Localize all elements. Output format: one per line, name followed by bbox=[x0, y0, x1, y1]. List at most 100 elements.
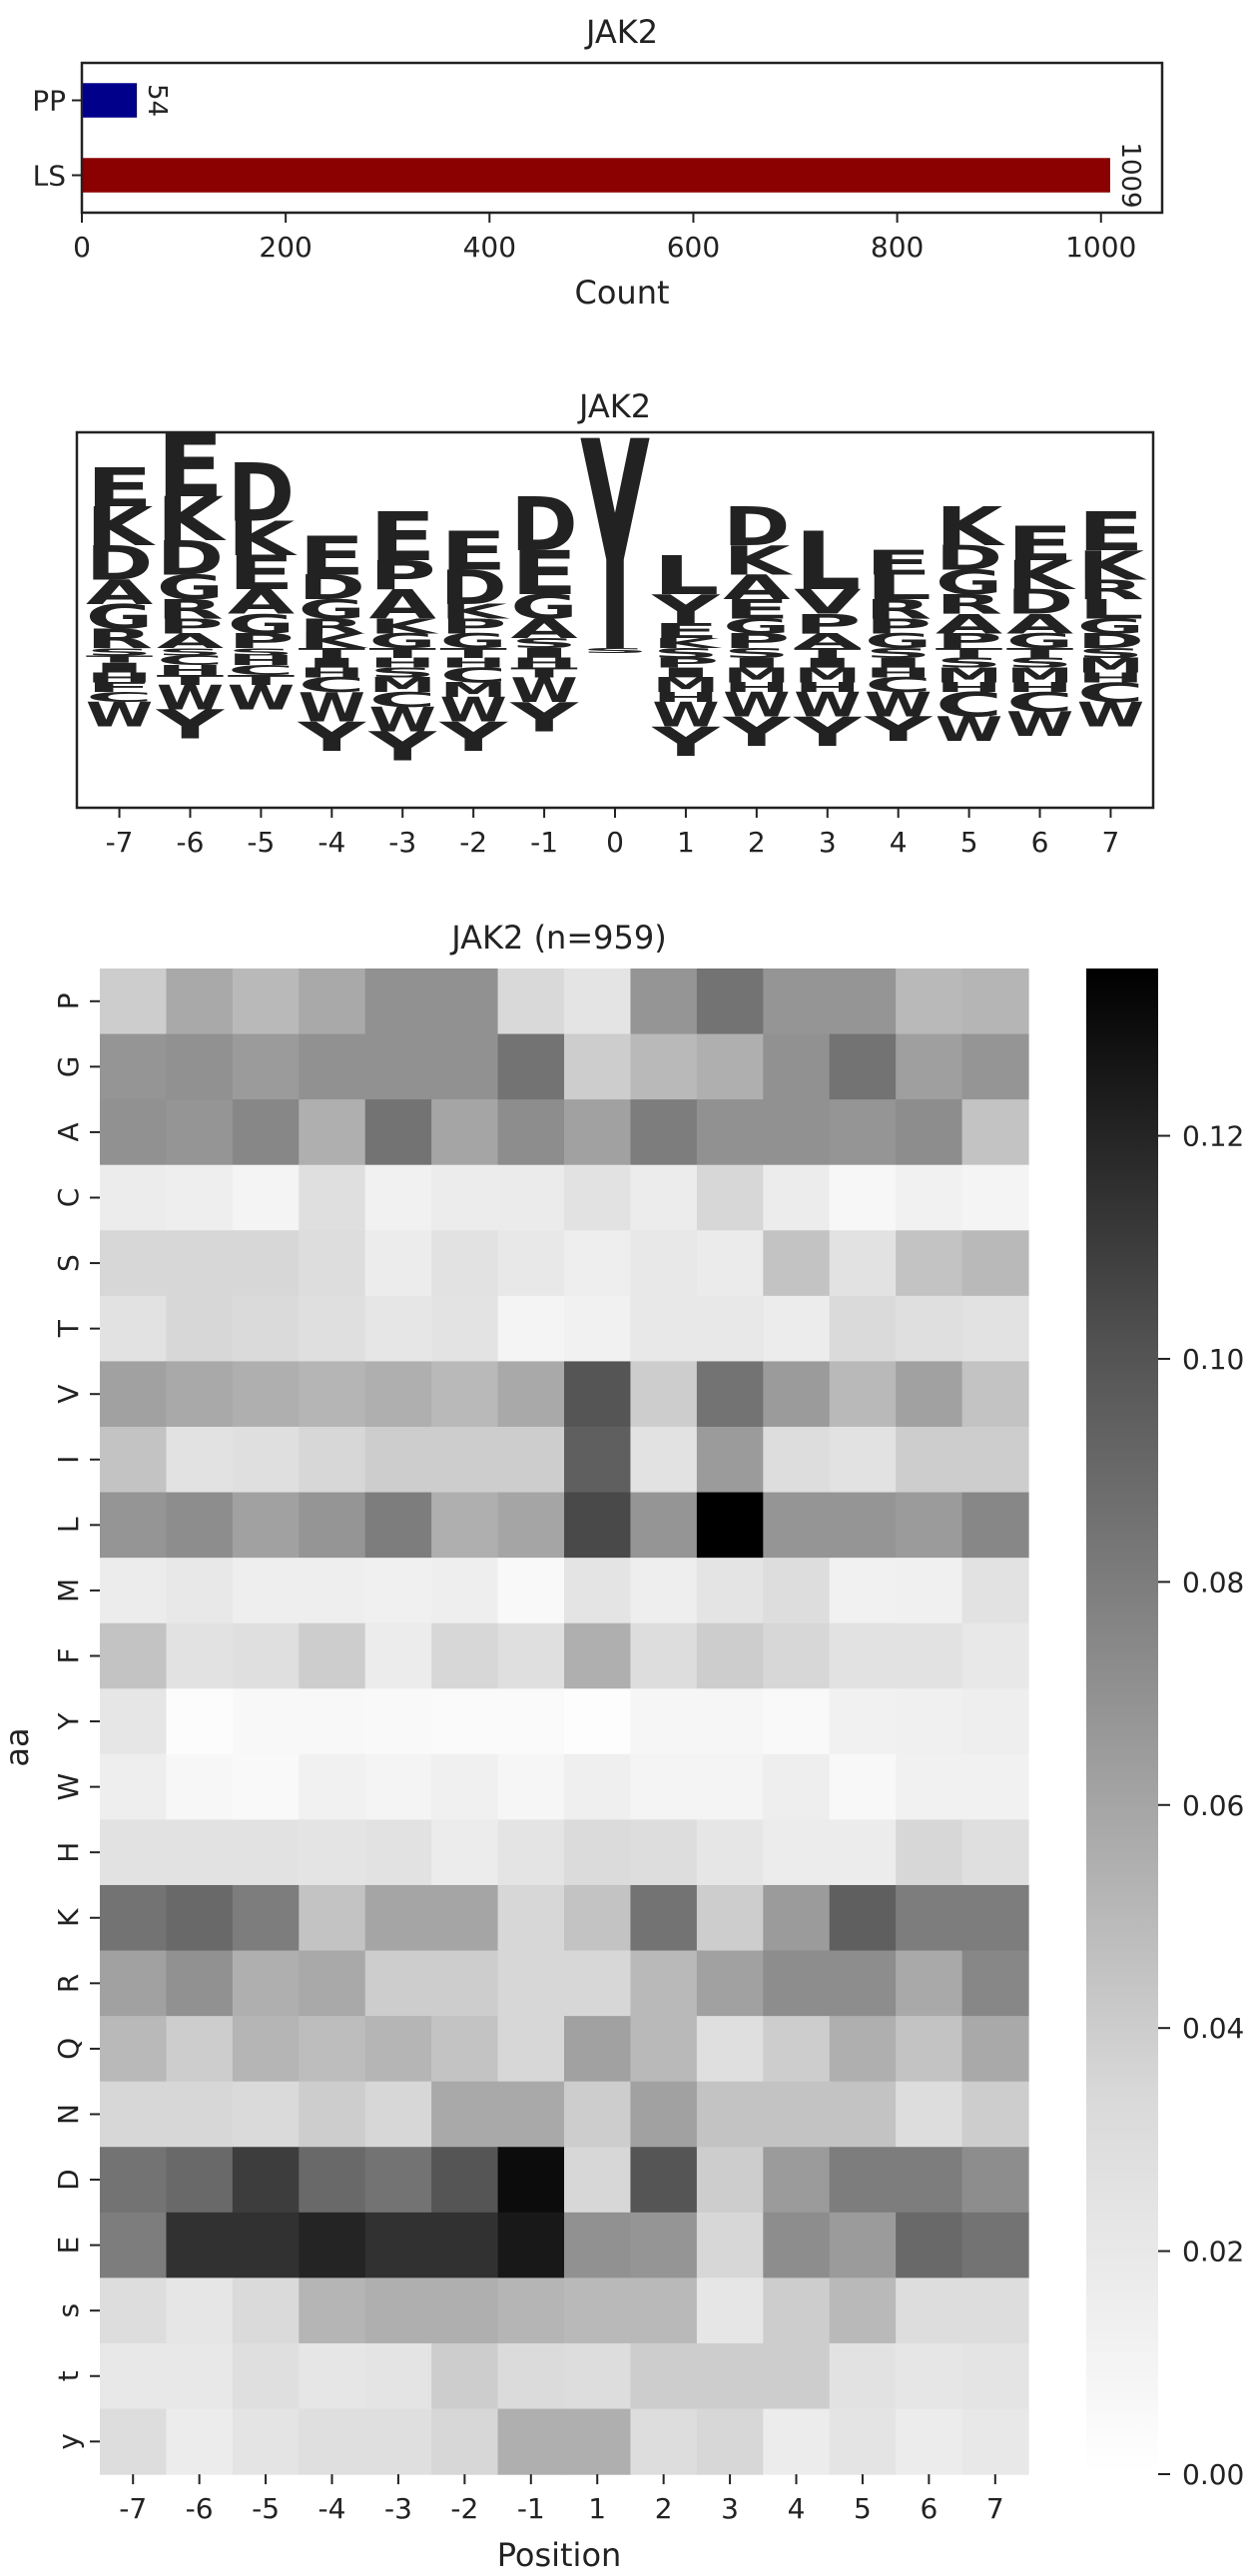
heatmap-cell-K--1 bbox=[497, 1884, 565, 1952]
heatmap-y-tick-label: T bbox=[52, 1319, 85, 1338]
heatmap-cell-H--7 bbox=[100, 1819, 168, 1886]
heatmap-cell-Y--3 bbox=[364, 1688, 432, 1755]
logo-letter-glyph: S bbox=[228, 646, 295, 658]
heatmap-cell-C--4 bbox=[299, 1164, 366, 1231]
logo-letter-glyph: T bbox=[1006, 645, 1074, 661]
logo-letter-glyph: Y bbox=[580, 381, 650, 716]
heatmap-cell-y--6 bbox=[166, 2408, 234, 2475]
heatmap-cell-G--5 bbox=[232, 1033, 300, 1100]
logo-letter-L: L bbox=[865, 568, 932, 607]
heatmap-cell-Y-6 bbox=[896, 1688, 963, 1755]
logo-letter-glyph: S bbox=[1077, 645, 1144, 661]
logo-letter-glyph: E bbox=[652, 620, 719, 643]
logo-letter-glyph: G bbox=[299, 594, 365, 625]
logo-letter-glyph: A bbox=[936, 609, 1003, 640]
heatmap-cell-S--1 bbox=[497, 1230, 565, 1297]
heatmap-cell-y-2 bbox=[630, 2408, 698, 2475]
count-bar-chart: JAK2 54 1009 0 200 400 600 800 1000 PP LS Count bbox=[32, 13, 1164, 312]
heatmap-x-tick-label: -3 bbox=[384, 2492, 412, 2525]
logo-letter-W: W bbox=[86, 695, 153, 734]
heatmap-cell-Q--4 bbox=[299, 2016, 366, 2083]
heatmap-cell-Y--2 bbox=[431, 1688, 499, 1755]
logo-letter-glyph: Y bbox=[722, 708, 792, 755]
heatmap-cell-N-2 bbox=[630, 2081, 698, 2148]
logo-letter-K: K bbox=[228, 512, 298, 567]
heatmap-cell-t-1 bbox=[564, 2342, 632, 2410]
heatmap-cell-Q--3 bbox=[364, 2016, 432, 2083]
heatmap-cell-W-7 bbox=[961, 1753, 1029, 1821]
bar-y-tick-label: LS bbox=[33, 160, 66, 193]
heatmap-cell-W--3 bbox=[364, 1753, 432, 1821]
logo-letter-V: V bbox=[794, 583, 862, 622]
heatmap-cell-K-2 bbox=[630, 1884, 698, 1952]
logo-letter-I: I bbox=[723, 655, 790, 671]
logo-x-tick-label: 2 bbox=[748, 826, 766, 859]
logo-letter-glyph: H bbox=[1077, 670, 1144, 686]
logo-letter-glyph: H bbox=[510, 655, 577, 671]
logo-letter-glyph: E bbox=[865, 543, 932, 582]
logo-letter-M: M bbox=[439, 679, 506, 702]
bar-value-label: 54 bbox=[142, 84, 172, 117]
heatmap-cell-E-6 bbox=[896, 2212, 963, 2278]
logo-letter-glyph: L bbox=[794, 516, 861, 609]
heatmap-cell-V--3 bbox=[364, 1361, 432, 1428]
logo-letter-R: R bbox=[157, 594, 224, 625]
heatmap-cell-M--5 bbox=[232, 1558, 300, 1624]
heatmap-cell-N-1 bbox=[564, 2081, 632, 2148]
logo-letter-glyph: R bbox=[299, 615, 365, 638]
logo-letter-T: T bbox=[228, 672, 296, 688]
logo-letter-glyph: K bbox=[439, 600, 510, 623]
logo-letter-glyph: K bbox=[1077, 542, 1148, 589]
heatmap-y-ticks: P G A C S T V I L M F Y W H K R Q N D Es t y bbox=[52, 992, 100, 2450]
logo-letter-A: A bbox=[794, 630, 862, 653]
logo-letter-G: G bbox=[1077, 615, 1144, 638]
heatmap-cell-K--3 bbox=[364, 1884, 432, 1952]
logo-letter-glyph: C bbox=[1006, 687, 1073, 718]
logo-letter-A: A bbox=[86, 573, 154, 612]
logo-letter-Y: Y bbox=[297, 713, 366, 760]
logo-letter-glyph: G bbox=[1006, 630, 1073, 653]
heatmap-cell-D--1 bbox=[497, 2147, 565, 2214]
logo-letter-glyph: A bbox=[510, 614, 578, 645]
heatmap-cell-T-3 bbox=[696, 1295, 764, 1363]
heatmap-cell-s--3 bbox=[364, 2277, 432, 2344]
logo-letter-glyph: H bbox=[439, 655, 506, 671]
heatmap-cell-C-7 bbox=[961, 1164, 1029, 1231]
heatmap-cell-y--1 bbox=[497, 2408, 565, 2475]
logo-letter-glyph: L bbox=[1077, 594, 1144, 625]
heatmap-cell-M--3 bbox=[364, 1558, 432, 1624]
logo-letter-glyph: C bbox=[157, 653, 224, 669]
heatmap-cell-E-7 bbox=[961, 2212, 1029, 2278]
logo-letter-W: W bbox=[299, 684, 365, 731]
heatmap-cell-t--6 bbox=[166, 2342, 234, 2410]
logo-letter-glyph: H bbox=[936, 680, 1002, 696]
logo-letter-T: T bbox=[936, 645, 1003, 661]
logo-letter-K: K bbox=[723, 537, 794, 584]
logo-letter-glyph: G bbox=[1077, 615, 1144, 638]
logo-letter-glyph: I bbox=[510, 645, 577, 661]
logo-letter-E: E bbox=[510, 539, 577, 609]
heatmap-cell-R--3 bbox=[364, 1950, 432, 2017]
heatmap-cell-V-4 bbox=[763, 1361, 831, 1428]
logo-letter-S: S bbox=[936, 655, 1002, 671]
logo-letter-W: W bbox=[652, 695, 719, 734]
logo-letter-E: E bbox=[865, 543, 932, 582]
heatmap-cell-W-5 bbox=[829, 1753, 897, 1821]
logo-letter-glyph: S bbox=[865, 645, 932, 661]
heatmap-cell-G--2 bbox=[431, 1033, 499, 1100]
logo-letter-D: D bbox=[1006, 583, 1073, 622]
heatmap-cell-s-4 bbox=[763, 2277, 831, 2344]
logo-letter-Y: Y bbox=[156, 701, 226, 748]
heatmap-cell-F--4 bbox=[299, 1622, 366, 1689]
heatmap-cell-T--3 bbox=[364, 1295, 432, 1363]
logo-letter-W: W bbox=[936, 710, 1002, 749]
colorbar-tick-label: 0.04 bbox=[1182, 2012, 1244, 2045]
heatmap-x-tick-label: -4 bbox=[318, 2492, 346, 2525]
logo-letter-D: D bbox=[723, 496, 790, 558]
heatmap-cell-A--5 bbox=[232, 1099, 300, 1166]
logo-letter-glyph: M bbox=[794, 664, 861, 687]
heatmap-cell-L-1 bbox=[564, 1492, 632, 1559]
heatmap-cell-S--5 bbox=[232, 1230, 300, 1297]
heatmap-cell-F--1 bbox=[497, 1622, 565, 1689]
heatmap-cell-L--3 bbox=[364, 1492, 432, 1559]
